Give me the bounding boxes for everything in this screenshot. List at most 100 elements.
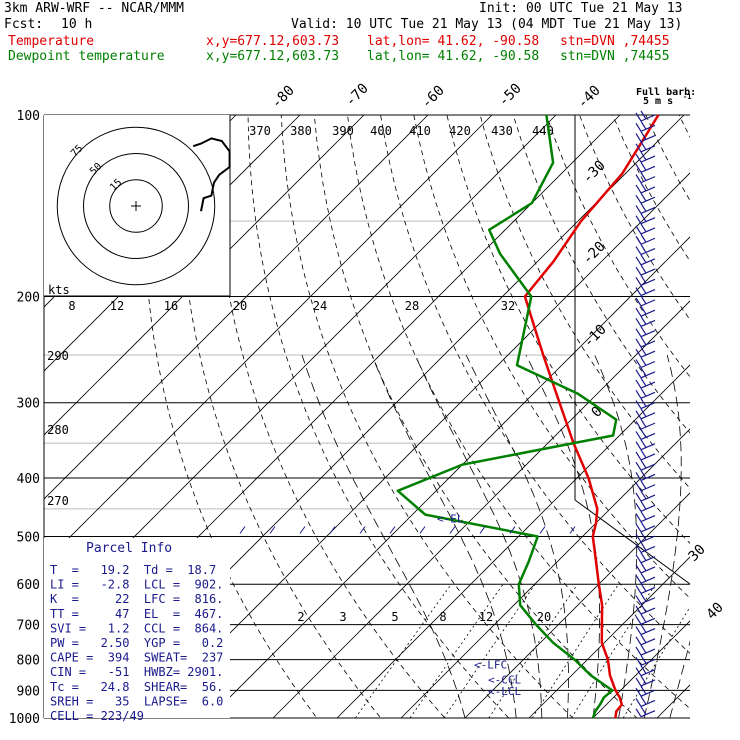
pressure-tick-label: 1000 [9, 712, 40, 727]
parcel-level-annotations: <-EL <-LFC <-CCL<-LCL [437, 513, 521, 698]
parcel-info-row: LI = -2.8 LCL = 902. [50, 578, 223, 592]
parcel-tick [479, 526, 486, 534]
dry-adiabat [579, 115, 690, 321]
wind-barb [635, 297, 642, 307]
wind-barb [640, 689, 656, 697]
wind-barb [640, 165, 656, 173]
model-title: 3km ARW-WRF -- NCAR/MMM [4, 1, 185, 16]
wind-barb [635, 266, 642, 276]
mixing-ratio-tick-label: 2 [297, 610, 304, 624]
parcel-level-annotation: <-EL [437, 513, 464, 526]
wind-barb [640, 473, 656, 482]
wind-barb [640, 186, 656, 194]
wind-barb [640, 432, 656, 440]
wind-barb [640, 545, 656, 553]
wind-barb [640, 418, 647, 428]
hodograph-ring [56, 126, 216, 286]
theta-left-tick-label: 280 [47, 423, 69, 437]
dry-adiabat [512, 115, 690, 434]
moist-adiabat-grid [301, 354, 690, 718]
dry-adiabat [645, 115, 690, 202]
wind-barb [640, 110, 647, 120]
init-time: Init: 00 UTC Tue 21 May 13 [479, 1, 683, 16]
isotherm-line [44, 115, 429, 500]
sounding-series [396, 114, 660, 719]
dry-adiabat [678, 115, 690, 138]
wind-barb [640, 391, 656, 399]
isotherm-line [44, 115, 365, 436]
dewpoint-latlon: lat,lon= 41.62, -90.58 [367, 49, 540, 64]
parcel-info-panel: Parcel Info T = 19.2 Td = 18.7LI = -2.8 … [44, 538, 230, 723]
theta-left-tick-label: 290 [47, 349, 69, 363]
wind-barb [640, 422, 656, 430]
wind-barb [635, 585, 642, 594]
wind-barb [640, 593, 647, 603]
parcel-tick [329, 526, 336, 534]
isotherm-line [592, 620, 690, 718]
temperature-top-tick-label: -50 [496, 81, 525, 110]
temperature-right-tick-label: -20 [580, 239, 609, 268]
mixing-ratio-grid [355, 583, 690, 718]
wind-barb [635, 225, 642, 235]
dry-adiabat [479, 115, 690, 489]
pressure-tick-label: 200 [17, 291, 40, 306]
pressure-tick-label: 700 [17, 619, 40, 634]
dewpoint-xy: x,y=677.12,603.73 [206, 49, 340, 64]
wind-barb [640, 264, 647, 274]
dry-adiabat [347, 115, 690, 710]
moist-adiabat [301, 354, 466, 718]
mixing-ratio-line [531, 583, 619, 718]
wind-barb [635, 615, 642, 625]
temperature-top-tick-label: -70 [343, 81, 372, 110]
wind-barb [640, 326, 647, 336]
mixing-ratio-line [571, 583, 656, 718]
mixing-ratio-tick-label: 5 [391, 610, 398, 624]
wind-barb [640, 531, 647, 541]
dry-adiabat [179, 115, 382, 718]
wind-barb [640, 367, 647, 377]
wind-barb [640, 669, 656, 677]
wind-barb [640, 377, 647, 387]
temperature-legend: Temperature [8, 34, 95, 49]
wind-barb [635, 338, 642, 348]
isotherm-line [44, 115, 493, 564]
dry-adiabat [214, 115, 446, 718]
wind-barb [635, 112, 642, 122]
wind-barb [640, 350, 656, 358]
wind-barb [640, 634, 647, 644]
wind-barb [640, 655, 647, 664]
wind-barb [640, 223, 647, 233]
wind-barb [635, 194, 642, 204]
mixing-ratio-tick-label: 12 [479, 610, 493, 624]
wind-barb [640, 443, 656, 451]
wind-barb [640, 542, 647, 551]
pressure-tick-label: 600 [17, 578, 40, 593]
mixing-ratio-tick-label: 20 [537, 610, 551, 624]
temperature-lower-tick-label: 40 [704, 600, 727, 623]
wind-barb [640, 699, 656, 708]
wind-barb [635, 318, 642, 327]
parcel-tick [569, 526, 576, 534]
temperature-lower-tick-label: 30 [686, 542, 709, 565]
parcel-info-row: CAPE = 394 SWEAT= 237 [50, 651, 223, 665]
wind-barb [640, 381, 656, 389]
wind-barb [640, 556, 656, 564]
wind-barb [635, 328, 642, 338]
wind-barb [640, 572, 647, 582]
isotherm-line [464, 492, 690, 718]
parcel-info-row: T = 19.2 Td = 18.7 [50, 563, 216, 577]
isotherm-line [528, 556, 690, 718]
wind-barb [640, 295, 647, 305]
parcel-tick [539, 526, 546, 534]
valid-time: Valid: 10 UTC Tue 21 May 13 (04 MDT Tue … [291, 17, 683, 32]
wind-barb [640, 309, 656, 317]
wind-barb [635, 184, 642, 194]
wind-barb [635, 626, 642, 635]
isotherm-line [400, 428, 690, 718]
wind-barb [635, 523, 642, 533]
wind-barb [635, 431, 642, 440]
mixing-ratio-line [409, 583, 504, 718]
theta-tick-label: 370 [249, 124, 271, 138]
wind-barb [635, 307, 642, 317]
